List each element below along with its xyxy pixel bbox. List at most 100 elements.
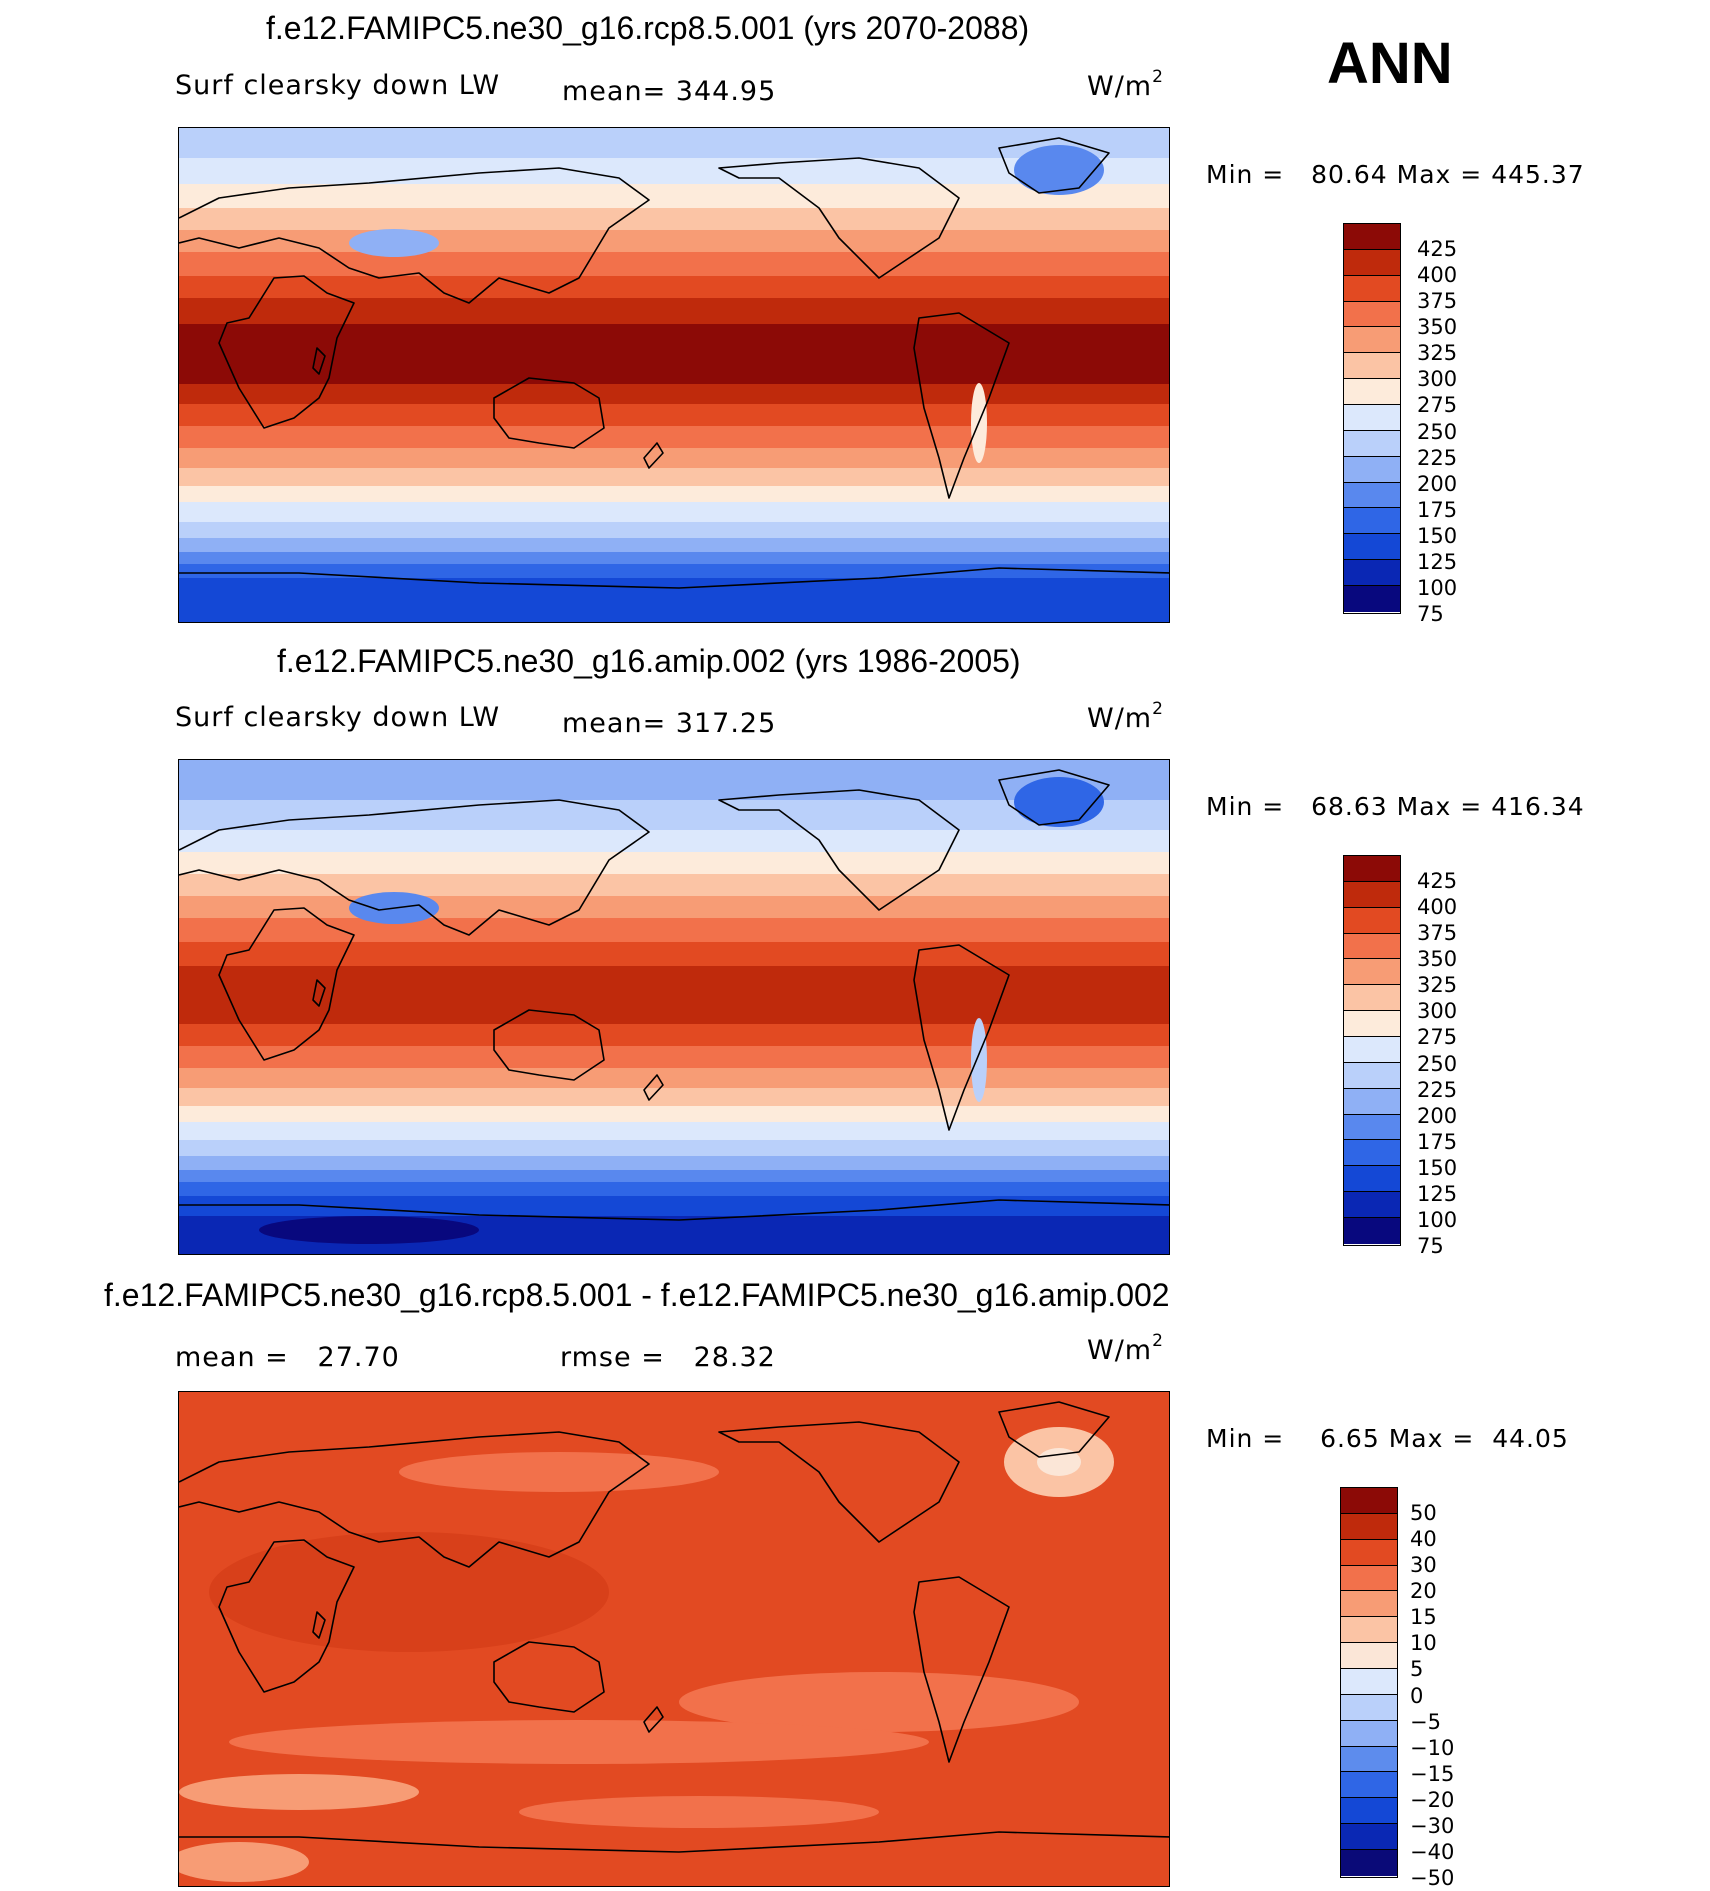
- coast-eurasia: [179, 799, 650, 936]
- colorbar-label: 100: [1417, 575, 1458, 600]
- map-band: [179, 1170, 1169, 1182]
- coast-antarctica: [179, 1199, 1169, 1221]
- map-band: [179, 252, 1169, 276]
- panel2-mean: mean= 317.25: [562, 708, 776, 739]
- colorbar-swatch: [1344, 1192, 1400, 1219]
- tibet-cold-spot: [349, 229, 439, 257]
- map-band: [179, 1046, 1169, 1068]
- colorbar-label: −20: [1410, 1787, 1455, 1812]
- colorbar-label: 125: [1417, 549, 1458, 574]
- coast-africa: [218, 907, 355, 1061]
- panel3-max-value: 44.05: [1492, 1424, 1569, 1453]
- map-band: [179, 966, 1169, 1024]
- colorbar-swatch: [1341, 1720, 1397, 1747]
- panel3-mean-label: mean =: [175, 1342, 289, 1373]
- panel3-rmse: rmse = 28.32: [560, 1342, 776, 1373]
- coast-greenland: [998, 1401, 1110, 1458]
- colorbar-label: 150: [1417, 1155, 1458, 1180]
- map-band: [179, 276, 1169, 298]
- colorbar-label: 225: [1417, 1077, 1458, 1102]
- coast-australia: [493, 377, 605, 449]
- panel1-title: f.e12.FAMIPC5.ne30_g16.rcp8.5.001 (yrs 2…: [266, 10, 1030, 46]
- panel1-mean-value: 344.95: [675, 76, 777, 107]
- map-band: [179, 208, 1169, 230]
- colorbar-label: −50: [1410, 1866, 1455, 1890]
- panel2-min-label: Min =: [1206, 792, 1285, 821]
- coast-greenland: [998, 769, 1110, 826]
- panel3-rmse-value: 28.32: [693, 1342, 776, 1373]
- colorbar-swatch: [1344, 959, 1400, 986]
- diff-region: [209, 1532, 609, 1652]
- colorbar-label: 200: [1417, 1103, 1458, 1128]
- coast-greenland: [998, 137, 1110, 194]
- colorbar-swatch: [1344, 301, 1400, 328]
- panel1-units: W/m2: [1087, 67, 1164, 102]
- map-band: [179, 522, 1169, 538]
- colorbar-label: −30: [1410, 1813, 1455, 1838]
- coast-north-america: [718, 1421, 960, 1543]
- colorbar-swatch: [1344, 534, 1400, 561]
- colorbar-label: −10: [1410, 1735, 1455, 1760]
- panel2-units: W/m2: [1087, 699, 1164, 734]
- panel1-colorbar: [1343, 223, 1401, 614]
- map-band: [179, 426, 1169, 448]
- map-band: [179, 830, 1169, 852]
- panel3-mean-value: 27.70: [317, 1342, 400, 1373]
- colorbar-swatch: [1344, 275, 1400, 302]
- colorbar-label: 400: [1417, 263, 1458, 288]
- coast-north-america: [718, 789, 960, 911]
- coast-antarctica: [179, 567, 1169, 589]
- colorbar-swatch: [1341, 1591, 1397, 1618]
- coast-new-zealand: [643, 1074, 664, 1101]
- colorbar-swatch: [1341, 1565, 1397, 1592]
- coast-south-america: [913, 312, 1010, 499]
- colorbar-swatch: [1341, 1824, 1397, 1851]
- colorbar-swatch: [1341, 1539, 1397, 1566]
- colorbar-swatch: [1344, 405, 1400, 431]
- colorbar-label: 300: [1417, 999, 1458, 1024]
- coast-south-america: [913, 1576, 1010, 1763]
- colorbar-swatch: [1344, 907, 1400, 934]
- panel3-min-label: Min =: [1206, 1424, 1285, 1453]
- coast-new-zealand: [643, 1706, 664, 1733]
- greenland-cold-spot: [1014, 777, 1104, 827]
- coast-north-america: [718, 157, 960, 279]
- colorbar-swatch: [1344, 249, 1400, 276]
- colorbar-swatch: [1344, 224, 1400, 250]
- panel1-mean: mean= 344.95: [562, 76, 776, 107]
- panel1-min-label: Min =: [1206, 160, 1285, 189]
- colorbar-label: 150: [1417, 523, 1458, 548]
- map-band: [179, 1182, 1169, 1196]
- colorbar-label: 40: [1410, 1527, 1437, 1552]
- map-band: [179, 1122, 1169, 1140]
- coast-eurasia: [179, 1431, 650, 1568]
- map-band: [179, 874, 1169, 896]
- colorbar-swatch: [1344, 430, 1400, 457]
- map-band: [179, 448, 1169, 468]
- colorbar-swatch: [1341, 1617, 1397, 1644]
- coast-new-zealand: [643, 442, 664, 469]
- map-band: [179, 404, 1169, 426]
- colorbar-label: −5: [1410, 1709, 1441, 1734]
- diff-region: [179, 1774, 419, 1810]
- coast-madagascar: [312, 347, 326, 375]
- panel1-map: [178, 127, 1170, 623]
- coast-australia: [493, 1009, 605, 1081]
- colorbar-swatch: [1341, 1850, 1397, 1876]
- colorbar-label: 15: [1410, 1605, 1437, 1630]
- colorbar-swatch: [1344, 881, 1400, 908]
- colorbar-label: 30: [1410, 1553, 1437, 1578]
- diff-region: [519, 1796, 879, 1828]
- colorbar-label: 350: [1417, 947, 1458, 972]
- colorbar-swatch: [1344, 327, 1400, 354]
- colorbar-label: 200: [1417, 471, 1458, 496]
- map-band: [179, 486, 1169, 502]
- colorbar-label: 100: [1417, 1207, 1458, 1232]
- map-band: [179, 1068, 1169, 1088]
- colorbar-swatch: [1344, 1062, 1400, 1089]
- colorbar-swatch: [1344, 353, 1400, 380]
- panel3-title: f.e12.FAMIPC5.ne30_g16.rcp8.5.001 - f.e1…: [104, 1277, 1170, 1313]
- coastlines: [179, 1401, 1169, 1853]
- colorbar-label: 175: [1417, 1129, 1458, 1154]
- colorbar-swatch: [1341, 1669, 1397, 1695]
